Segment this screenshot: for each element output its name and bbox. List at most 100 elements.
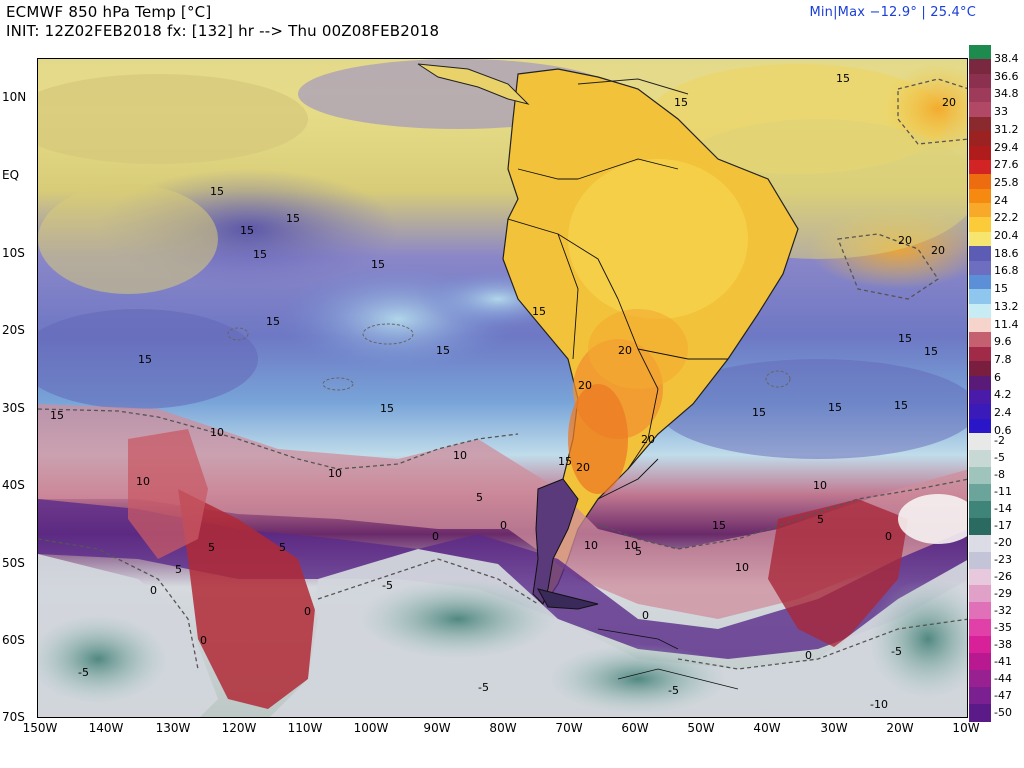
legend-label: 25.8 bbox=[994, 175, 1019, 189]
contour-label: 15 bbox=[436, 344, 450, 357]
legend-swatch bbox=[969, 159, 991, 176]
legend-swatch bbox=[969, 670, 991, 689]
legend-swatch bbox=[969, 260, 991, 277]
contour-label: 15 bbox=[752, 406, 766, 419]
lon-label: 80W bbox=[489, 721, 517, 735]
legend-label: 16.8 bbox=[994, 264, 1019, 278]
contour-label: -5 bbox=[891, 645, 902, 658]
contour-label: 10 bbox=[136, 475, 150, 488]
contour-label: 0 bbox=[304, 605, 311, 618]
legend-label: 0.6 bbox=[994, 423, 1012, 437]
contour-label: 5 bbox=[279, 541, 286, 554]
legend-label: 34.8 bbox=[994, 87, 1019, 101]
contour-label: 10 bbox=[813, 479, 827, 492]
lat-label: 20S bbox=[2, 323, 25, 337]
lon-label: 20W bbox=[886, 721, 914, 735]
map-canvas: 15 15 15 15 15 15 15 15 15 15 15 15 15 1… bbox=[38, 59, 967, 717]
lon-label: 70W bbox=[555, 721, 583, 735]
legend-label: 4.2 bbox=[994, 388, 1012, 402]
contour-label: 20 bbox=[942, 96, 956, 109]
legend-swatch bbox=[969, 619, 991, 638]
contour-label: 0 bbox=[200, 634, 207, 647]
legend-label: -17 bbox=[994, 519, 1012, 532]
contour-label: 15 bbox=[894, 399, 908, 412]
contour-label: 5 bbox=[635, 545, 642, 558]
legend-swatch bbox=[969, 246, 991, 263]
legend-swatch bbox=[969, 418, 991, 435]
legend-swatch bbox=[969, 500, 991, 519]
contour-label: 15 bbox=[712, 519, 726, 532]
contour-label: 20 bbox=[898, 234, 912, 247]
legend-swatch bbox=[969, 88, 991, 105]
contour-label: 15 bbox=[558, 455, 572, 468]
legend-swatch bbox=[969, 73, 991, 90]
legend-swatch bbox=[969, 568, 991, 587]
legend-swatch bbox=[969, 332, 991, 349]
contour-label: -10 bbox=[870, 698, 888, 711]
contour-label: 15 bbox=[380, 402, 394, 415]
legend-swatch bbox=[969, 102, 991, 119]
legend-swatch bbox=[969, 217, 991, 234]
contour-labels: 15 15 15 15 15 15 15 15 15 15 15 15 15 1… bbox=[50, 72, 956, 711]
legend-label: 18.6 bbox=[994, 246, 1019, 260]
legend-label: 38.4 bbox=[994, 52, 1019, 65]
contour-label: 10 bbox=[328, 467, 342, 480]
lon-label: 60W bbox=[621, 721, 649, 735]
contour-label: 10 bbox=[453, 449, 467, 462]
contour-label: 0 bbox=[642, 609, 649, 622]
lon-label: 10W bbox=[952, 721, 980, 735]
contour-label: -5 bbox=[78, 666, 89, 679]
min-max-label: Min|Max −12.9° | 25.4°C bbox=[809, 5, 976, 20]
lon-label: 130W bbox=[155, 721, 191, 735]
legend-label: -5 bbox=[994, 451, 1005, 464]
lat-label: 60S bbox=[2, 633, 25, 647]
lon-label: 40W bbox=[753, 721, 781, 735]
legend-label: 9.6 bbox=[994, 335, 1012, 349]
contour-label: 5 bbox=[175, 563, 182, 576]
contour-label: 0 bbox=[500, 519, 507, 532]
isotherm-lines bbox=[38, 78, 967, 670]
legend-swatch bbox=[969, 433, 991, 451]
contour-label: 15 bbox=[674, 96, 688, 109]
contour-label: 20 bbox=[576, 461, 590, 474]
legend-label: 20.4 bbox=[994, 229, 1019, 242]
contour-label: 15 bbox=[828, 401, 842, 414]
legend-label: 11.4 bbox=[994, 317, 1019, 331]
lat-label: 70S bbox=[2, 710, 25, 724]
chart-title: ECMWF 850 hPa Temp [°C] bbox=[6, 3, 212, 21]
legend-label: -44 bbox=[994, 672, 1012, 685]
legend-label: -14 bbox=[994, 502, 1012, 515]
legend-swatch bbox=[969, 59, 991, 76]
contour-label: 10 bbox=[735, 561, 749, 574]
legend-swatch bbox=[969, 466, 991, 485]
legend-swatch bbox=[969, 174, 991, 191]
contour-label: 0 bbox=[432, 530, 439, 543]
contour-label: 15 bbox=[266, 315, 280, 328]
legend-swatch bbox=[969, 188, 991, 205]
legend-swatch bbox=[969, 231, 991, 248]
contour-label: 15 bbox=[138, 353, 152, 366]
contour-label: 10 bbox=[584, 539, 598, 552]
legend-swatch bbox=[969, 404, 991, 421]
legend-swatch bbox=[969, 517, 991, 536]
contour-label: 15 bbox=[286, 212, 300, 225]
legend-swatch bbox=[969, 289, 991, 306]
legend-label: 29.4 bbox=[994, 140, 1019, 154]
lon-label: 120W bbox=[221, 721, 257, 735]
legend-swatch bbox=[969, 704, 991, 723]
legend-label: 24 bbox=[994, 193, 1008, 207]
init-time-label: INIT: 12Z02FEB2018 fx: [132] hr --> Thu … bbox=[6, 22, 440, 40]
lat-label: 10S bbox=[2, 246, 25, 260]
legend-label: 22.2 bbox=[994, 211, 1019, 225]
contour-label: 15 bbox=[836, 72, 850, 85]
legend-swatch bbox=[969, 274, 991, 291]
contour-label: -5 bbox=[668, 684, 679, 697]
contour-label: 15 bbox=[210, 185, 224, 198]
patagonia-landmass bbox=[532, 478, 579, 605]
legend-swatch bbox=[969, 687, 991, 706]
legend-label: 6 bbox=[994, 370, 1001, 384]
legend-label: 36.6 bbox=[994, 69, 1019, 83]
temperature-map[interactable]: 15 15 15 15 15 15 15 15 15 15 15 15 15 1… bbox=[37, 58, 968, 718]
legend-label: 31.2 bbox=[994, 122, 1019, 136]
legend-swatch bbox=[969, 602, 991, 621]
